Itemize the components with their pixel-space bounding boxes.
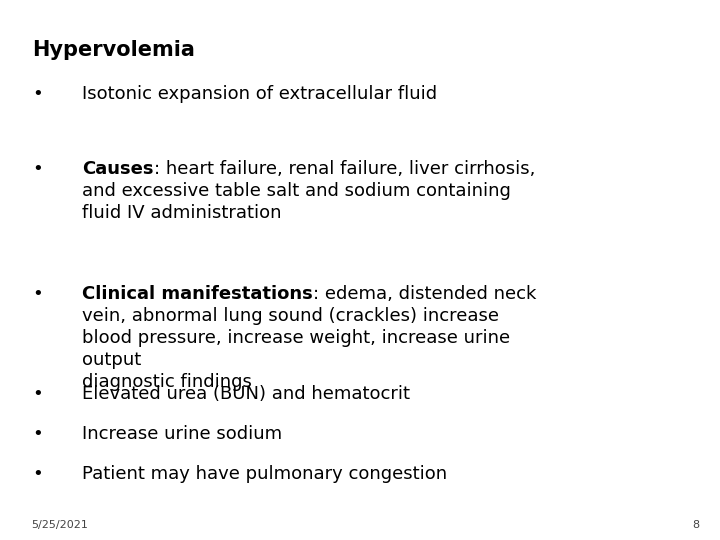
Text: •: •: [32, 385, 42, 403]
Text: Patient may have pulmonary congestion: Patient may have pulmonary congestion: [82, 465, 447, 483]
Text: •: •: [32, 425, 42, 443]
Text: •: •: [32, 465, 42, 483]
Text: diagnostic findings: diagnostic findings: [82, 373, 252, 391]
Text: Isotonic expansion of extracellular fluid: Isotonic expansion of extracellular flui…: [82, 85, 437, 103]
Text: blood pressure, increase weight, increase urine: blood pressure, increase weight, increas…: [82, 329, 510, 347]
Text: •: •: [32, 285, 42, 303]
Text: 8: 8: [693, 520, 700, 530]
Text: vein, abnormal lung sound (crackles) increase: vein, abnormal lung sound (crackles) inc…: [82, 307, 499, 325]
Text: Causes: Causes: [82, 160, 153, 178]
Text: : heart failure, renal failure, liver cirrhosis,: : heart failure, renal failure, liver ci…: [153, 160, 535, 178]
Text: output: output: [82, 351, 141, 369]
Text: and excessive table salt and sodium containing: and excessive table salt and sodium cont…: [82, 182, 511, 200]
Text: Elevated urea (BUN) and hematocrit: Elevated urea (BUN) and hematocrit: [82, 385, 410, 403]
Text: : edema, distended neck: : edema, distended neck: [312, 285, 536, 303]
Text: fluid IV administration: fluid IV administration: [82, 204, 282, 222]
Text: Clinical manifestations: Clinical manifestations: [82, 285, 312, 303]
Text: •: •: [32, 160, 42, 178]
Text: Hypervolemia: Hypervolemia: [32, 40, 195, 60]
Text: •: •: [32, 85, 42, 103]
Text: Increase urine sodium: Increase urine sodium: [82, 425, 282, 443]
Text: 5/25/2021: 5/25/2021: [32, 520, 89, 530]
